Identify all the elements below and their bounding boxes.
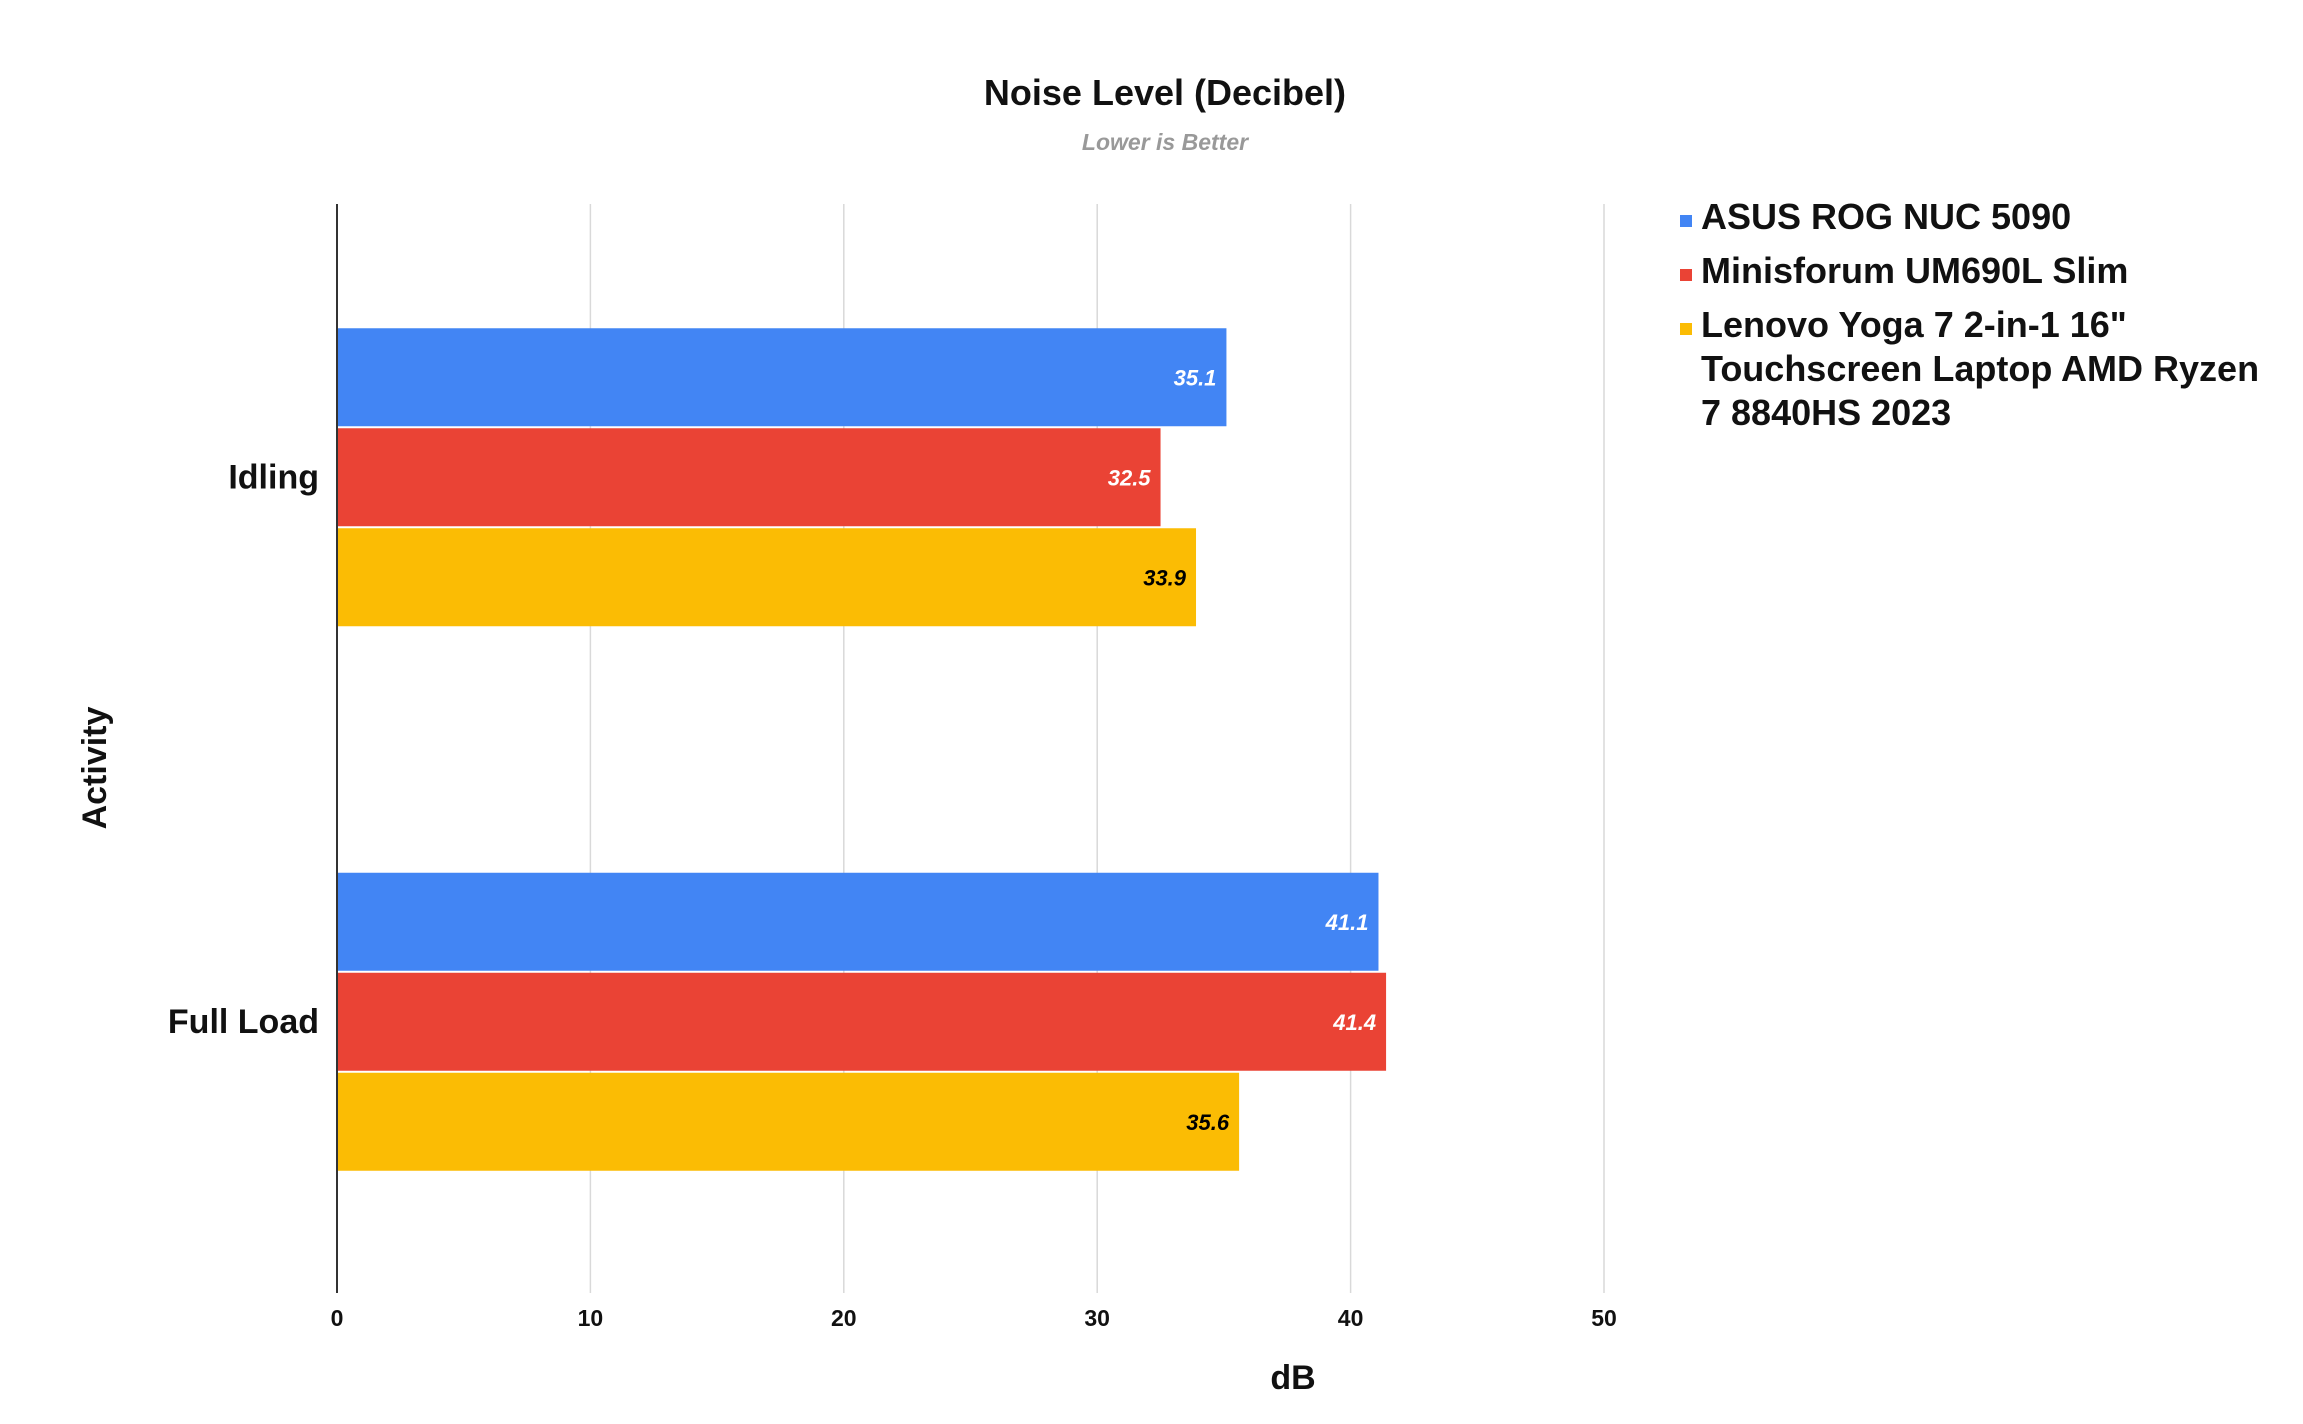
axes: 0 10 20 30 40 50 Idling Full Load [168, 204, 1617, 1331]
data-label: 41.4 [1332, 1010, 1376, 1035]
bar [337, 528, 1197, 627]
legend-label: Minisforum UM690L Slim [1701, 250, 2128, 291]
data-label: 32.5 [1108, 465, 1152, 490]
legend-label-line: Minisforum UM690L Slim [1701, 250, 2128, 291]
legend-swatch [1680, 215, 1692, 227]
legend-label-line: ASUS ROG NUC 5090 [1701, 196, 2071, 237]
x-tick-label: 30 [1084, 1305, 1110, 1331]
data-label: 35.6 [1186, 1110, 1230, 1135]
bar [337, 428, 1161, 527]
x-tick-label: 40 [1338, 1305, 1364, 1331]
legend-swatch [1680, 323, 1692, 335]
legend-label-line: 7 8840HS 2023 [1701, 392, 1951, 433]
bar [337, 328, 1227, 427]
y-category-label: Full Load [168, 1003, 319, 1041]
chart-title: Noise Level (Decibel) [984, 72, 1346, 113]
x-tick-label: 0 [331, 1305, 344, 1331]
chart-subtitle: Lower is Better [1082, 129, 1249, 155]
legend-label: Lenovo Yoga 7 2-in-1 16" Touchscreen Lapt… [1701, 304, 2259, 433]
data-labels: 35.1 32.5 33.9 41.1 41.4 35.6 [1108, 365, 1376, 1135]
bar [337, 972, 1387, 1071]
bar [337, 1072, 1240, 1171]
data-label: 33.9 [1143, 565, 1187, 590]
bar [337, 872, 1379, 971]
legend-swatch [1680, 269, 1692, 281]
y-category-label: Idling [228, 458, 319, 496]
x-axis-title: dB [1270, 1359, 1315, 1397]
legend: ASUS ROG NUC 5090 Minisforum UM690L Slim L… [1680, 196, 2259, 433]
legend-label-line: Touchscreen Laptop AMD Ryzen [1701, 348, 2259, 389]
data-label: 41.1 [1325, 910, 1369, 935]
x-tick-label: 10 [578, 1305, 604, 1331]
x-tick-label: 20 [831, 1305, 857, 1331]
bars [337, 328, 1387, 1171]
y-axis-title: Activity [76, 707, 114, 830]
data-label: 35.1 [1174, 365, 1217, 390]
x-tick-label: 50 [1591, 1305, 1617, 1331]
legend-label: ASUS ROG NUC 5090 [1701, 196, 2071, 237]
legend-label-line: Lenovo Yoga 7 2-in-1 16" [1701, 304, 2127, 345]
